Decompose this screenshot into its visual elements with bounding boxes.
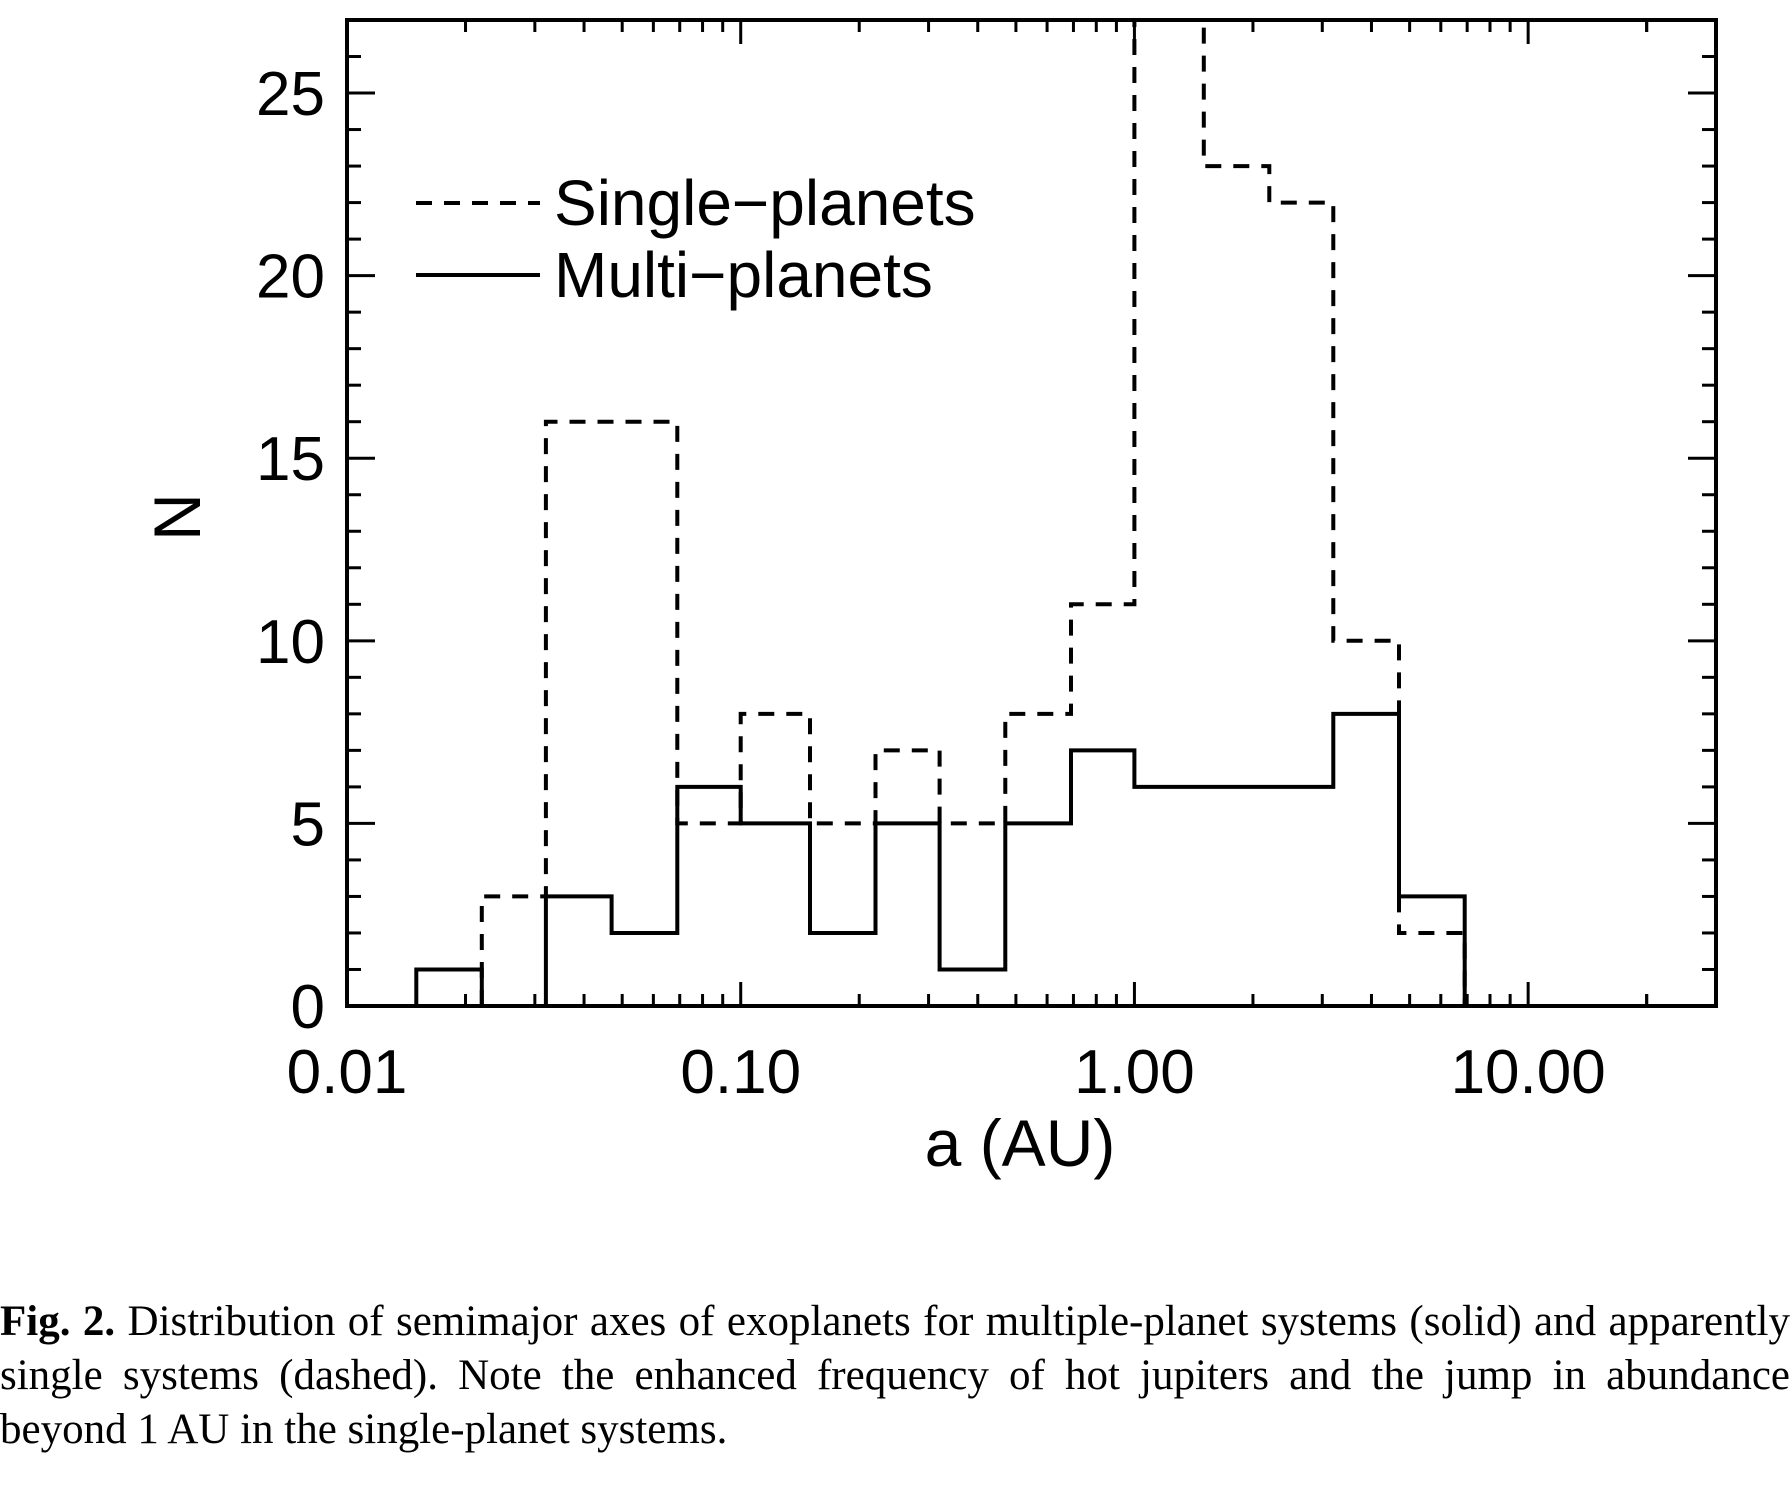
x-axis-label: a (AU) <box>925 1106 1116 1180</box>
tick-labels: 0.01 0.10 1.00 10.00 0 5 10 15 20 25 <box>256 60 1606 1107</box>
y-axis-label: N <box>140 493 214 541</box>
y-tick-label: 25 <box>256 60 325 129</box>
x-tick-label: 10.00 <box>1451 1038 1606 1107</box>
y-tick-label: 5 <box>291 790 325 859</box>
x-tick-label: 0.01 <box>287 1038 408 1107</box>
figure-caption: Fig. 2. Distribution of semimajor axes o… <box>0 1295 1790 1457</box>
plot-frame <box>345 18 1718 1008</box>
plot-border <box>345 18 1718 1008</box>
y-tick-label: 20 <box>256 243 325 312</box>
y-tick-label: 15 <box>256 425 325 494</box>
legend-label-solid: Multi−planets <box>554 239 933 311</box>
y-tick-label: 10 <box>256 608 325 677</box>
y-tick-label: 0 <box>291 973 325 1042</box>
histogram-chart: 0.01 0.10 1.00 10.00 0 5 10 15 20 25 Single−plane… <box>140 18 1718 1180</box>
figure-caption-text: Distribution of semimajor axes of exopla… <box>0 1298 1790 1453</box>
series-layer <box>414 18 1467 1006</box>
figure-caption-label: Fig. 2. <box>0 1298 116 1345</box>
multi-planets-series <box>414 711 1467 1006</box>
x-tick-label: 1.00 <box>1074 1038 1195 1107</box>
x-tick-label: 0.10 <box>680 1038 801 1107</box>
axis-ticks <box>345 18 1718 1008</box>
legend-label-dashed: Single−planets <box>554 167 976 239</box>
